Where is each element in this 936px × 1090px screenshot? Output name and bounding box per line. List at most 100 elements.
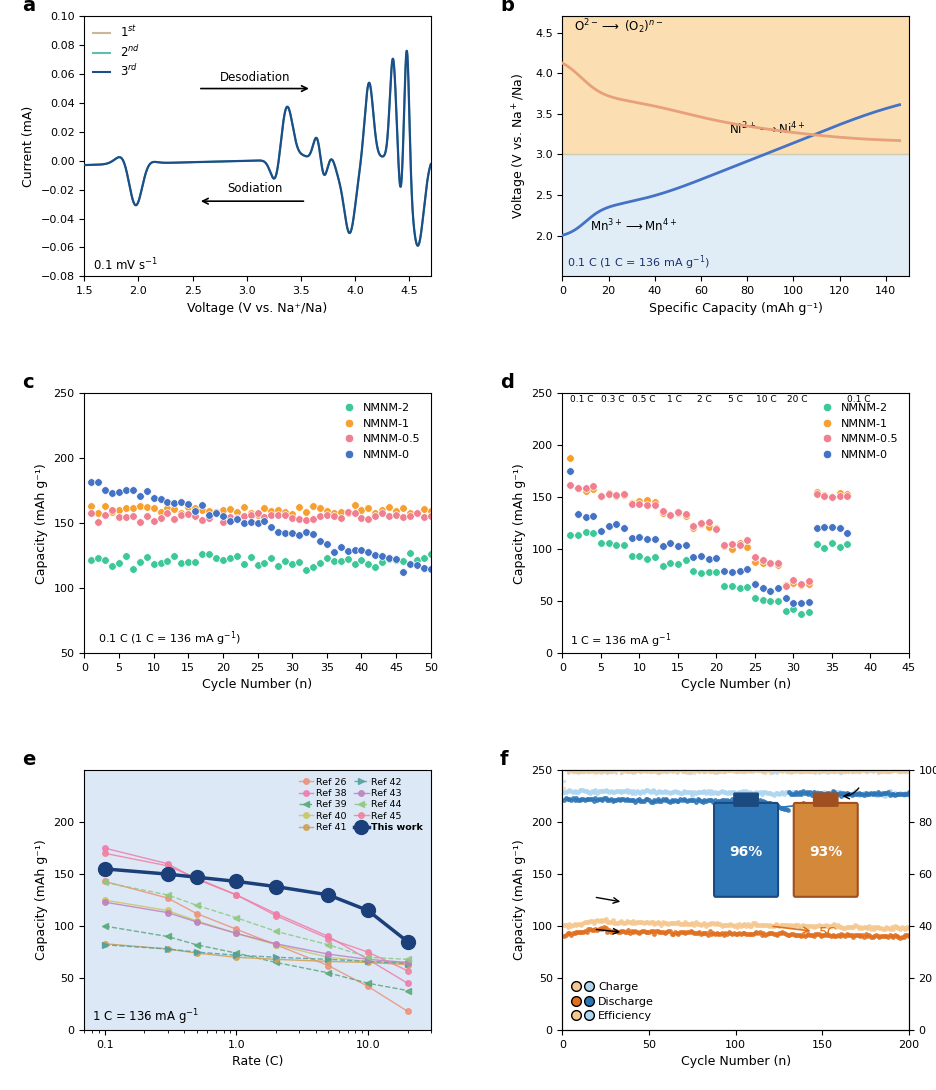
NMNM-1 (148, 501, 159, 514)
Ref 40 (162, 904, 173, 917)
NMNM-1 (756, 557, 768, 570)
NMNM-2 (99, 554, 110, 567)
NMNM-1 (625, 496, 636, 509)
NMNM-2 (810, 537, 821, 550)
NMNM-1 (238, 501, 249, 514)
NMNM-0.5 (733, 538, 744, 552)
NMNM-1 (649, 496, 660, 509)
NMNM-1 (211, 507, 222, 520)
NMNM-0.5 (579, 482, 591, 495)
NMNM-2 (176, 556, 187, 569)
NMNM-2 (625, 549, 636, 562)
NMNM-0 (93, 476, 104, 489)
NMNM-0 (687, 550, 698, 564)
NMNM-0 (587, 510, 598, 523)
NMNM-1 (587, 482, 598, 495)
NMNM-1 (771, 558, 782, 571)
NMNM-0.5 (833, 489, 844, 502)
Y-axis label: Capacity (mAh g⁻¹): Capacity (mAh g⁻¹) (513, 463, 525, 583)
NMNM-2 (238, 557, 249, 570)
Line: NMNM-0: NMNM-0 (87, 477, 434, 576)
NMNM-2 (252, 558, 263, 571)
NMNM-2 (113, 556, 124, 569)
NMNM-2 (795, 607, 806, 620)
NMNM-1 (266, 505, 277, 518)
NMNM-0 (328, 546, 339, 559)
NMNM-2 (342, 553, 353, 566)
Ref 26 (362, 980, 373, 993)
NMNM-0.5 (272, 509, 284, 522)
NMNM-0 (362, 546, 373, 559)
Text: Desodiation: Desodiation (220, 71, 290, 84)
Ref 44 (162, 888, 173, 901)
NMNM-1 (231, 506, 242, 519)
Text: 0.1 C: 0.1 C (569, 395, 592, 403)
NMNM-0 (826, 521, 837, 534)
NMNM-1 (217, 504, 228, 517)
NMNM-0.5 (307, 512, 318, 525)
Ref 26 (191, 907, 202, 920)
NMNM-0.5 (397, 511, 408, 524)
Line: Ref 45: Ref 45 (102, 850, 410, 973)
NMNM-2 (356, 554, 367, 567)
NMNM-0.5 (390, 509, 402, 522)
X-axis label: Cycle Number (n): Cycle Number (n) (680, 1055, 790, 1068)
NMNM-1 (687, 522, 698, 535)
NMNM-1 (134, 499, 145, 512)
NMNM-0.5 (300, 513, 312, 526)
NMNM-0.5 (740, 534, 752, 547)
NMNM-1 (618, 489, 629, 502)
NMNM-0.5 (314, 509, 325, 522)
NMNM-0 (217, 510, 228, 523)
Text: 0.1 C (1 C = 136 mA g$^{-1}$): 0.1 C (1 C = 136 mA g$^{-1}$) (566, 253, 709, 271)
Ref 38 (402, 977, 413, 990)
NMNM-0 (579, 511, 591, 524)
NMNM-2 (203, 547, 214, 560)
NMNM-0.5 (764, 556, 775, 569)
NMNM-1 (810, 485, 821, 498)
NMNM-0.5 (348, 506, 359, 519)
NMNM-1 (749, 556, 760, 569)
NMNM-0 (633, 531, 644, 544)
NMNM-1 (183, 500, 194, 513)
NMNM-2 (603, 536, 614, 549)
NMNM-2 (718, 580, 729, 593)
Text: O$^{2-}$$\longrightarrow$ (O$_2$)$^{n-}$: O$^{2-}$$\longrightarrow$ (O$_2$)$^{n-}$ (574, 17, 663, 36)
NMNM-0 (203, 509, 214, 522)
NMNM-0 (771, 581, 782, 594)
Ref 41 (99, 937, 110, 950)
Text: c: c (22, 373, 34, 392)
NMNM-2 (411, 553, 422, 566)
NMNM-2 (266, 552, 277, 565)
NMNM-0.5 (563, 479, 575, 492)
Ref 45 (322, 932, 333, 945)
NMNM-1 (168, 502, 180, 516)
NMNM-0 (335, 541, 346, 554)
NMNM-1 (258, 501, 270, 514)
NMNM-0.5 (572, 482, 583, 495)
NMNM-0 (293, 528, 304, 541)
NMNM-2 (321, 552, 332, 565)
NMNM-2 (649, 550, 660, 564)
NMNM-0 (411, 559, 422, 572)
Line: NMNM-0.5: NMNM-0.5 (87, 506, 434, 525)
Ref 26 (230, 922, 241, 935)
NMNM-2 (687, 565, 698, 578)
NMNM-1 (328, 506, 339, 519)
Legend: Charge, Discharge, Efficiency: Charge, Discharge, Efficiency (567, 979, 656, 1025)
Ref 43 (162, 906, 173, 919)
Line: NMNM-0: NMNM-0 (565, 468, 850, 607)
Ref 42 (99, 938, 110, 952)
NMNM-0 (356, 543, 367, 556)
NMNM-2 (154, 557, 166, 570)
Ref 41 (322, 955, 333, 968)
NMNM-2 (664, 557, 675, 570)
NMNM-0.5 (810, 487, 821, 500)
NMNM-0 (148, 492, 159, 505)
NMNM-1 (641, 494, 652, 507)
Ref 39 (322, 967, 333, 980)
NMNM-0.5 (183, 508, 194, 521)
NMNM-2 (362, 557, 373, 570)
NMNM-0 (244, 516, 256, 529)
Line: Ref 38: Ref 38 (102, 846, 410, 986)
